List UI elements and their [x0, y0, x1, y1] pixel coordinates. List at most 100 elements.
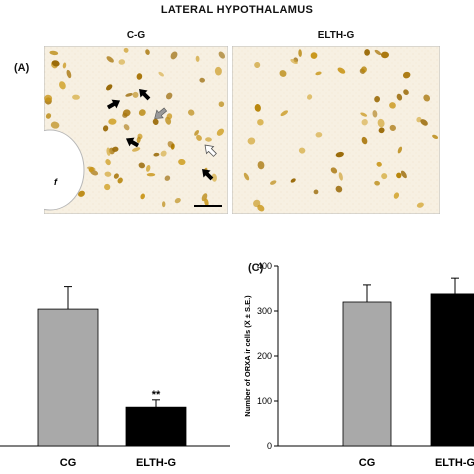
stained-cell	[51, 60, 60, 67]
stained-cell	[145, 49, 150, 55]
stained-cell	[298, 147, 306, 154]
bar-cg	[342, 301, 392, 447]
stained-cell	[106, 84, 113, 91]
stained-cell	[389, 102, 396, 109]
category-label: ELTH-G	[435, 457, 474, 469]
stained-cell	[218, 101, 225, 107]
stained-cell	[187, 109, 195, 116]
stained-cell	[330, 167, 338, 174]
micrograph-control: f	[44, 46, 228, 214]
stained-cell	[105, 159, 111, 166]
stained-cell	[337, 67, 346, 74]
bar-elth-g	[125, 406, 187, 447]
stained-cell	[361, 119, 368, 126]
stained-cell	[166, 113, 173, 120]
stained-cell	[315, 132, 323, 138]
stained-cell	[270, 180, 277, 185]
stained-cell	[378, 127, 385, 134]
arrow-icon	[204, 144, 217, 157]
stained-cell	[44, 94, 53, 102]
stained-cell	[376, 161, 382, 167]
stained-cell	[361, 136, 368, 145]
y-tick-label: 100	[257, 396, 272, 406]
stained-cell	[377, 118, 385, 128]
stained-cell	[338, 172, 343, 181]
bar-cg	[37, 308, 99, 447]
arrow-icon	[106, 99, 121, 110]
stained-cell	[416, 116, 422, 123]
panel-c-label: (C)	[248, 262, 264, 274]
stained-cell	[216, 128, 225, 136]
stained-cell	[315, 71, 322, 76]
stained-cell	[140, 193, 145, 200]
stained-cell	[104, 171, 112, 177]
stained-cell	[123, 124, 130, 131]
stained-cell	[164, 175, 171, 181]
stained-cell	[257, 119, 264, 126]
panel-a-left-title: C-G	[126, 30, 146, 41]
category-label: CG	[359, 457, 376, 469]
stained-cell	[118, 59, 126, 65]
stained-cell	[214, 66, 222, 76]
y-tick-label: 300	[257, 306, 272, 316]
stained-cell	[136, 73, 143, 80]
micrograph-elth	[232, 46, 440, 214]
stained-cell	[117, 177, 123, 184]
fornix-region	[44, 129, 85, 211]
stained-cell	[361, 66, 367, 73]
stained-cell	[243, 172, 250, 181]
stained-cell	[396, 93, 403, 101]
stained-cell	[290, 58, 298, 65]
stained-cell	[106, 56, 114, 63]
stained-cell	[106, 147, 111, 156]
stained-cell	[196, 134, 202, 141]
stained-cell	[257, 204, 265, 212]
stained-cell	[298, 49, 302, 57]
stained-cell	[253, 199, 261, 208]
stained-cell	[161, 201, 166, 208]
stained-cell	[211, 173, 217, 182]
stained-cell	[145, 164, 151, 172]
stained-cell	[108, 118, 117, 125]
y-tick-label: 400	[257, 261, 272, 271]
stained-cell	[374, 49, 382, 56]
stained-cell	[170, 51, 178, 60]
y-axis-label: Number of ORXA ir cells (X̅ ± S.E.)	[243, 295, 252, 417]
stained-cell	[160, 150, 167, 157]
stained-cell	[310, 52, 318, 59]
stained-cell	[146, 173, 156, 177]
stained-cell	[112, 146, 119, 152]
stained-cell	[72, 94, 80, 100]
stained-cell	[131, 147, 141, 152]
chart-right: 0 100 200 300 400 Number of ORXA ir cells (X̅…	[243, 261, 474, 469]
category-label: ELTH-G	[136, 457, 176, 469]
stained-cell	[166, 92, 173, 100]
stained-cell	[204, 198, 209, 207]
stained-cell	[122, 109, 131, 117]
arrow-icon	[139, 89, 151, 101]
stained-cell	[195, 55, 200, 62]
stained-cell	[78, 190, 85, 197]
panel-a-right-title: ELTH-G	[317, 30, 355, 41]
arrow-icon	[125, 137, 140, 148]
stained-cell	[153, 152, 160, 157]
stained-cell	[247, 137, 256, 145]
stained-cell	[432, 134, 439, 140]
stained-cell	[205, 137, 212, 142]
stained-cell	[138, 162, 146, 169]
bar-elth-g	[430, 293, 474, 447]
stained-cell	[280, 110, 289, 117]
stained-cell	[194, 130, 200, 136]
stained-cell	[306, 94, 313, 100]
stained-cell	[132, 91, 139, 98]
stained-cell	[423, 94, 431, 102]
stained-cell	[123, 47, 129, 53]
stained-cell	[199, 77, 205, 83]
stained-cell	[45, 113, 52, 119]
stained-cell	[62, 62, 67, 69]
significance-marker: **	[152, 389, 161, 401]
stained-cell	[360, 112, 368, 117]
panel-a-label: (A)	[14, 62, 30, 74]
stained-cell	[364, 49, 371, 56]
y-tick-label: 200	[257, 351, 272, 361]
